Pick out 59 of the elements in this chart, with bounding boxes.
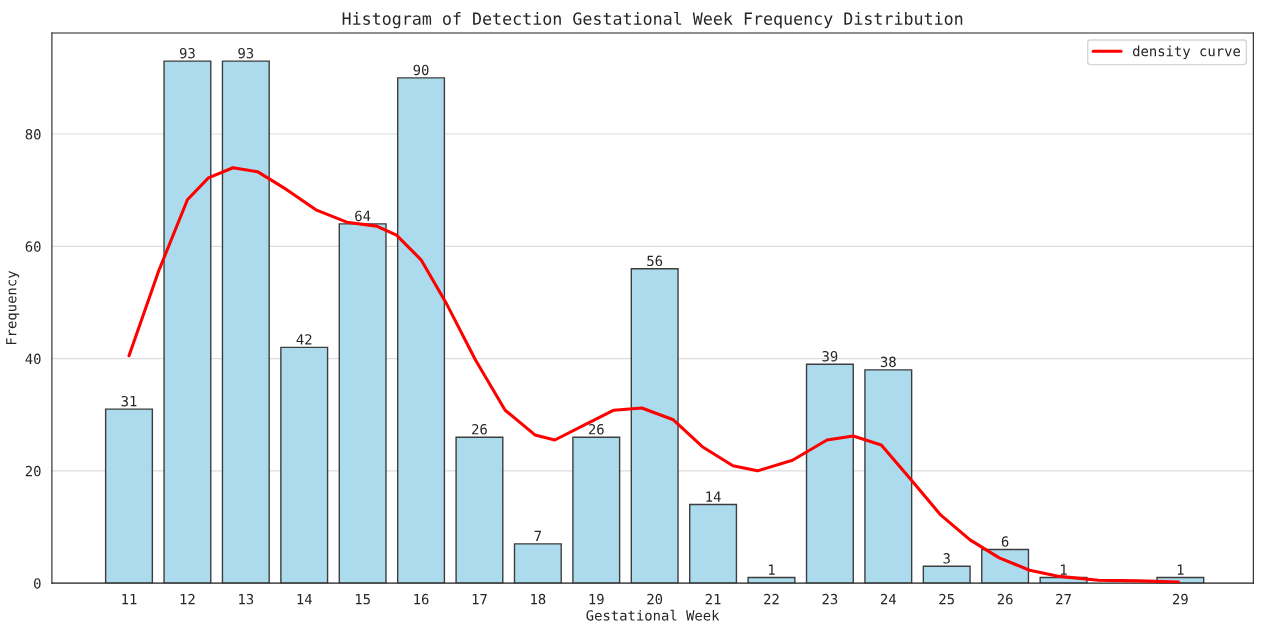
bar bbox=[689, 503, 738, 584]
x-tick-label: 19 bbox=[589, 593, 604, 605]
bar bbox=[864, 369, 913, 584]
x-tick-label: 20 bbox=[647, 593, 663, 605]
data-label: 31 bbox=[121, 395, 137, 407]
x-tick-label: 18 bbox=[531, 593, 546, 605]
data-label: 26 bbox=[588, 423, 604, 435]
data-label: 39 bbox=[822, 351, 838, 362]
bar bbox=[922, 565, 971, 584]
bar bbox=[396, 77, 446, 584]
y-tick-label: 0 bbox=[34, 578, 41, 589]
x-tick-label: 27 bbox=[1056, 593, 1071, 605]
x-axis-title: Gestational Week bbox=[586, 609, 720, 621]
x-tick-label: 14 bbox=[297, 594, 312, 605]
y-tick-label: 20 bbox=[25, 465, 41, 477]
bar bbox=[280, 346, 329, 584]
bar bbox=[338, 223, 387, 584]
y-axis-title: Frequency bbox=[6, 270, 20, 345]
data-label: 6 bbox=[1001, 536, 1009, 547]
data-label: 93 bbox=[179, 47, 195, 59]
data-label: 90 bbox=[413, 64, 429, 76]
chart-title: Histogram of Detection Gestational Week Frequency Distribution bbox=[342, 11, 963, 29]
bar bbox=[104, 408, 154, 584]
x-tick-label: 12 bbox=[180, 593, 195, 605]
data-label: 1 bbox=[1061, 564, 1067, 575]
x-tick-label: 15 bbox=[355, 594, 370, 605]
data-label: 42 bbox=[296, 334, 312, 345]
bar bbox=[163, 60, 212, 584]
data-label: 3 bbox=[943, 553, 950, 564]
bar bbox=[572, 436, 621, 584]
data-label: 7 bbox=[534, 530, 541, 541]
x-tick-label: 16 bbox=[414, 593, 429, 605]
x-tick-label: 21 bbox=[705, 593, 721, 605]
bar bbox=[805, 363, 854, 584]
data-label: 14 bbox=[706, 491, 721, 502]
data-label: 64 bbox=[355, 210, 371, 222]
y-tick-label: 60 bbox=[25, 241, 41, 252]
bar bbox=[513, 543, 562, 584]
x-tick-label: 26 bbox=[997, 593, 1013, 605]
x-tick-label: 17 bbox=[472, 594, 487, 605]
bar bbox=[630, 268, 679, 584]
x-tick-label: 13 bbox=[239, 593, 254, 605]
data-label: 93 bbox=[238, 47, 254, 59]
x-tick-label: 25 bbox=[939, 593, 954, 605]
legend-label: density curve bbox=[1132, 45, 1241, 60]
y-tick-label: 80 bbox=[25, 129, 41, 140]
bar bbox=[455, 436, 504, 584]
x-tick-label: 29 bbox=[1173, 593, 1188, 605]
data-label: 38 bbox=[880, 356, 896, 368]
x-tick-label: 23 bbox=[822, 593, 838, 605]
data-label: 1 bbox=[1177, 564, 1184, 575]
y-tick-label: 40 bbox=[25, 353, 41, 365]
data-label: 1 bbox=[768, 564, 775, 575]
bar bbox=[221, 60, 270, 584]
data-label: 26 bbox=[472, 423, 487, 435]
x-tick-label: 24 bbox=[880, 593, 896, 605]
x-tick-label: 22 bbox=[764, 593, 779, 605]
x-tick-label: 11 bbox=[122, 594, 137, 605]
data-label: 56 bbox=[647, 255, 663, 267]
